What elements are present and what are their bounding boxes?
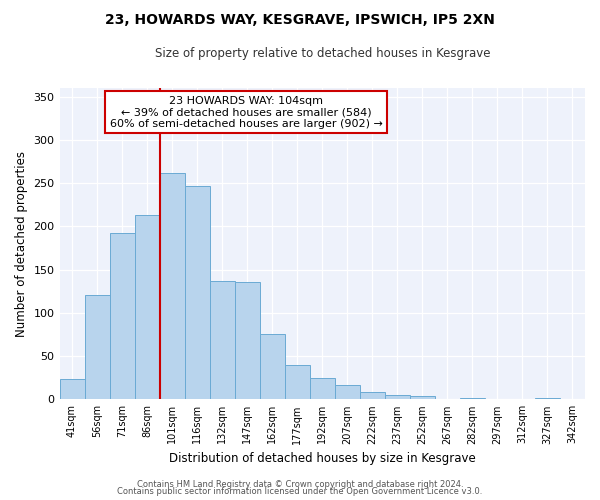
Bar	[310, 378, 335, 400]
Bar	[285, 364, 310, 400]
Bar	[385, 395, 410, 400]
Text: 23, HOWARDS WAY, KESGRAVE, IPSWICH, IP5 2XN: 23, HOWARDS WAY, KESGRAVE, IPSWICH, IP5 …	[105, 12, 495, 26]
Text: Contains HM Land Registry data © Crown copyright and database right 2024.: Contains HM Land Registry data © Crown c…	[137, 480, 463, 489]
Bar	[260, 334, 285, 400]
Text: Contains public sector information licensed under the Open Government Licence v3: Contains public sector information licen…	[118, 488, 482, 496]
Bar	[535, 398, 560, 400]
Bar	[460, 398, 485, 400]
Bar	[134, 215, 160, 400]
Bar	[335, 386, 360, 400]
Bar	[235, 282, 260, 400]
Bar	[59, 378, 85, 400]
Bar	[209, 281, 235, 400]
Bar	[360, 392, 385, 400]
Bar	[410, 396, 435, 400]
X-axis label: Distribution of detached houses by size in Kesgrave: Distribution of detached houses by size …	[169, 452, 476, 465]
Title: Size of property relative to detached houses in Kesgrave: Size of property relative to detached ho…	[155, 48, 490, 60]
Bar	[185, 186, 209, 400]
Bar	[160, 173, 185, 400]
Bar	[110, 234, 134, 400]
Bar	[85, 294, 110, 400]
Text: 23 HOWARDS WAY: 104sqm
← 39% of detached houses are smaller (584)
60% of semi-de: 23 HOWARDS WAY: 104sqm ← 39% of detached…	[110, 96, 383, 129]
Y-axis label: Number of detached properties: Number of detached properties	[15, 150, 28, 336]
